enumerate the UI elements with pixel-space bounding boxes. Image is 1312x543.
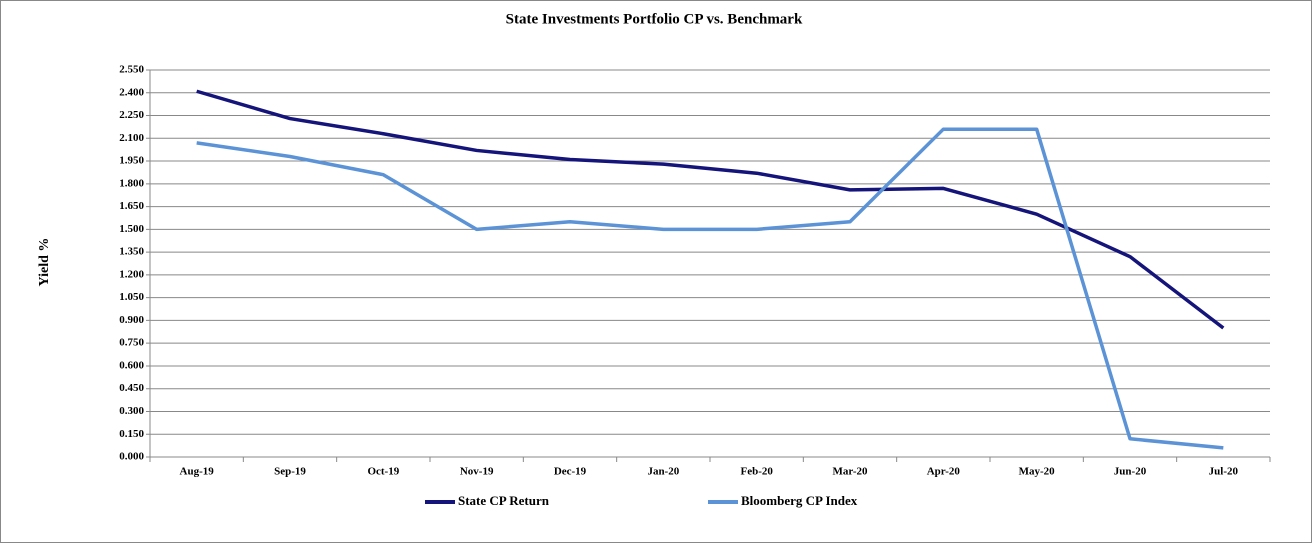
y-tick-label: 1.350 [119, 246, 144, 258]
series-line [196, 89, 1225, 330]
y-tick-label: 0.750 [119, 337, 144, 349]
y-tick-label: 0.450 [119, 382, 144, 394]
x-tick-label: Sep-19 [274, 466, 306, 478]
x-tick-label: Apr-20 [927, 466, 961, 478]
chart-title: State Investments Portfolio CP vs. Bench… [506, 11, 803, 27]
x-tick-label: Mar-20 [832, 466, 868, 478]
x-tick-label: Oct-19 [367, 466, 399, 478]
y-tick-label: 0.300 [119, 405, 144, 417]
y-axis-label: Yield % [37, 238, 52, 287]
x-tick-label: Feb-20 [740, 466, 773, 478]
y-tick-label: 1.800 [119, 177, 144, 189]
series-line [196, 127, 1224, 450]
y-tick-label: 0.600 [119, 359, 144, 371]
x-tick-label: Jan-20 [647, 466, 679, 478]
y-tick-label: 2.250 [119, 109, 144, 121]
y-tick-label: 0.900 [119, 314, 144, 326]
x-tick-label: May-20 [1019, 466, 1056, 478]
x-tick-label: Jul-20 [1209, 466, 1239, 478]
y-tick-label: 2.400 [119, 86, 144, 98]
legend-label: State CP Return [458, 493, 550, 508]
y-tick-label: 2.100 [119, 132, 144, 144]
x-tick-label: Jun-20 [1114, 466, 1147, 478]
y-tick-label: 0.000 [119, 451, 144, 463]
y-tick-label: 1.500 [119, 223, 144, 235]
y-tick-label: 1.950 [119, 155, 144, 167]
legend-label: Bloomberg CP Index [741, 493, 858, 508]
y-tick-label: 1.200 [119, 268, 144, 280]
x-tick-label: Nov-19 [460, 466, 494, 478]
y-tick-label: 2.550 [119, 64, 144, 76]
y-tick-label: 1.050 [119, 291, 144, 303]
x-tick-label: Aug-19 [180, 466, 215, 478]
y-tick-label: 1.650 [119, 200, 144, 212]
x-tick-label: Dec-19 [554, 466, 587, 478]
y-tick-label: 0.150 [119, 428, 144, 440]
